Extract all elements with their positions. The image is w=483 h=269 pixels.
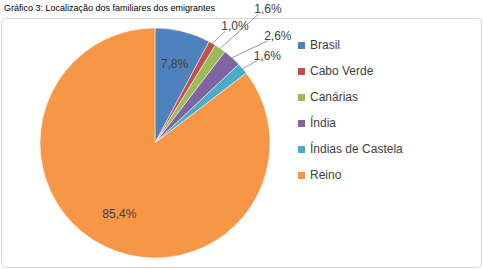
legend-label: Canárias: [310, 90, 358, 104]
legend: Brasil Cabo Verde Canárias Índia Índias de C…: [298, 38, 403, 182]
data-label: 2,6%: [264, 29, 292, 43]
legend-label: Cabo Verde: [310, 64, 374, 78]
data-label: 1,6%: [254, 49, 282, 63]
legend-label: Índia: [310, 115, 336, 130]
title: Gráfico 3: Localização dos familiares do…: [4, 3, 216, 13]
legend-swatch: [298, 120, 305, 127]
chart: Gráfico 3: Localização dos familiares do…: [0, 0, 483, 269]
legend-swatch: [298, 42, 305, 49]
chart-frame: [2, 19, 482, 268]
legend-label: Reino: [310, 168, 342, 182]
legend-swatch: [298, 146, 305, 153]
legend-swatch: [298, 94, 305, 101]
legend-swatch: [298, 68, 305, 75]
legend-label: Brasil: [310, 38, 340, 52]
pie-slice: [40, 28, 270, 258]
data-labels: 7,8%1,0%1,6%2,6%1,6%85,4%: [102, 2, 291, 221]
pie: [40, 28, 270, 258]
data-label: 85,4%: [102, 207, 136, 221]
legend-label: Índias de Castela: [310, 141, 403, 156]
legend-swatch: [298, 172, 305, 179]
leader-line: [220, 14, 258, 48]
data-label: 7,8%: [161, 57, 189, 71]
data-label: 1,6%: [254, 2, 282, 16]
